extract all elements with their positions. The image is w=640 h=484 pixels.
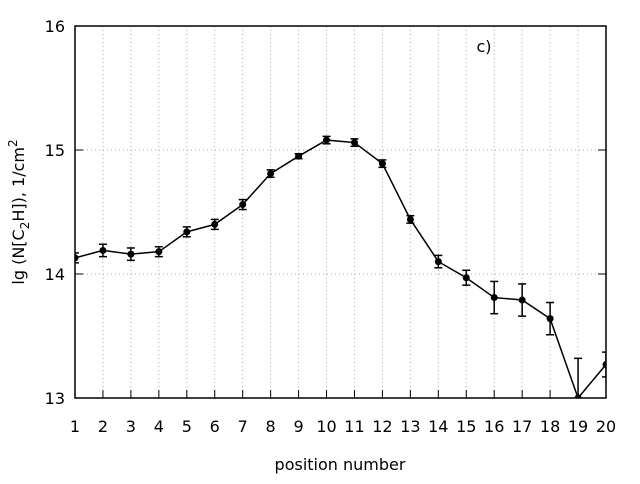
x-tick-label: 4: [154, 417, 164, 436]
series: [75, 135, 606, 398]
point: [295, 152, 303, 160]
point: [239, 201, 247, 209]
point: [323, 136, 331, 144]
point: [267, 170, 275, 178]
y-tick-label: 14: [45, 265, 65, 284]
point: [406, 215, 414, 223]
point: [574, 394, 582, 398]
y-axis-label: lg (N[C2H]), 1/cm2: [6, 139, 32, 284]
point: [127, 250, 135, 258]
point: [378, 160, 386, 168]
y-tick-label: 16: [45, 17, 65, 36]
plot-frame: [74, 25, 607, 399]
y-tick-label: 15: [45, 141, 65, 160]
x-tick-label: 16: [484, 417, 504, 436]
point: [75, 254, 79, 262]
error-bar: [602, 351, 606, 378]
x-tick-label: 17: [512, 417, 532, 436]
x-tick-label: 10: [316, 417, 336, 436]
y-label-part: lg (N[C: [9, 229, 28, 284]
x-tick-label: 20: [596, 417, 616, 436]
grid: [74, 25, 607, 399]
y-tick-label: 13: [45, 389, 65, 408]
point: [462, 274, 470, 282]
y-label-sub: 2: [18, 222, 32, 230]
point: [602, 361, 606, 369]
x-tick-label: 6: [210, 417, 220, 436]
x-tick-label: 1: [70, 417, 80, 436]
point: [99, 246, 107, 254]
point: [490, 294, 498, 302]
error-bar: [75, 252, 79, 264]
x-tick-label: 3: [126, 417, 136, 436]
point: [211, 220, 219, 228]
x-tick-label: 12: [372, 417, 392, 436]
point: [183, 228, 191, 236]
x-tick-label: 7: [238, 417, 248, 436]
x-axis-label: position number: [275, 455, 406, 474]
x-tick-label: 2: [98, 417, 108, 436]
x-tick-label: 14: [428, 417, 448, 436]
point: [155, 248, 163, 256]
line: [75, 139, 606, 398]
x-tick-label: 19: [568, 417, 588, 436]
x-tick-label: 5: [182, 417, 192, 436]
x-tick-label: 18: [540, 417, 560, 436]
error-bar: [574, 357, 583, 398]
x-tick-label: 11: [344, 417, 364, 436]
annotation: c): [476, 37, 491, 56]
x-tick-label: 13: [400, 417, 420, 436]
point: [350, 139, 358, 147]
x-tick-label: 9: [293, 417, 303, 436]
y-label-part: H]), 1/cm: [9, 147, 28, 222]
point: [434, 258, 442, 266]
y-label-sup: 2: [6, 139, 20, 147]
x-tick-label: 8: [266, 417, 276, 436]
point: [546, 315, 554, 323]
x-tick-label: 15: [456, 417, 476, 436]
point: [518, 296, 526, 304]
